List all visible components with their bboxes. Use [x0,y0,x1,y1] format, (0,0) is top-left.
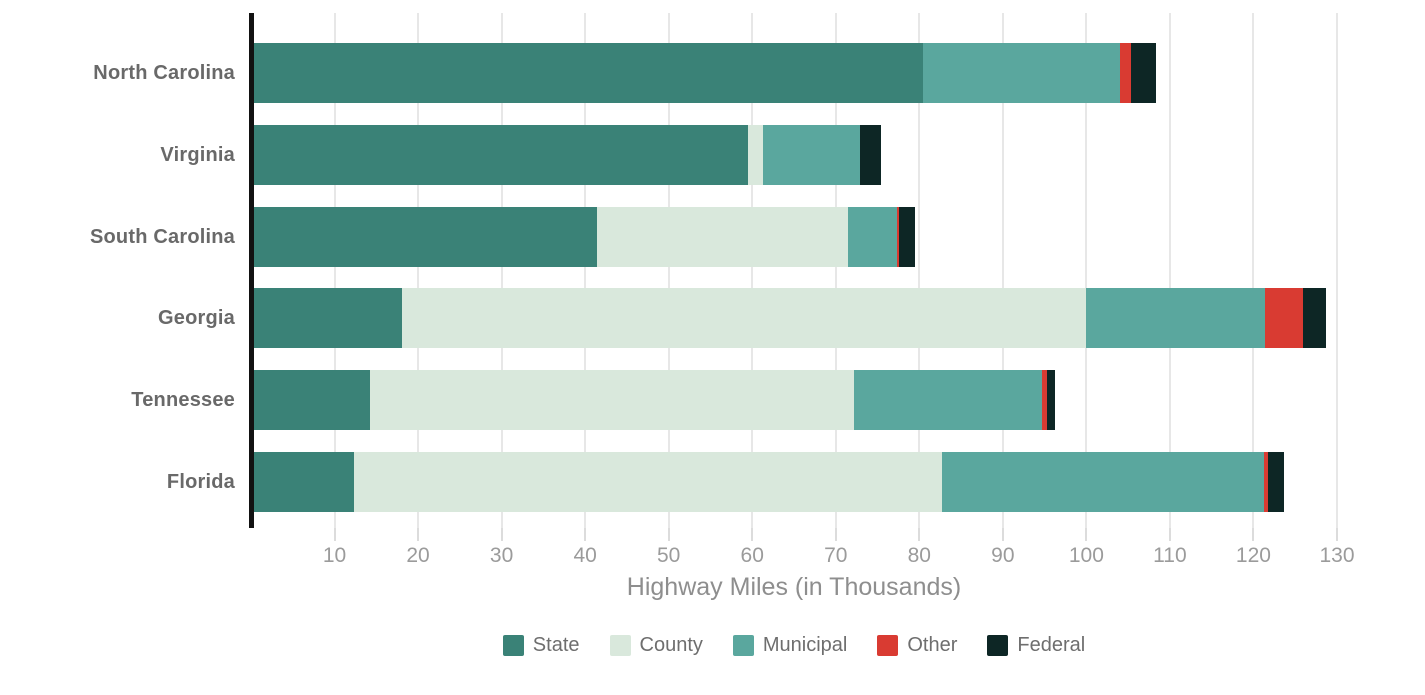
bar-segment-federal-1 [859,124,881,185]
bar-segment-state-5 [251,452,354,512]
gridline-10 [333,13,336,528]
category-label-virginia: Virginia [160,143,235,166]
legend-label-county: County [639,634,703,656]
tick-110 [1168,528,1171,541]
bar-segment-federal-2 [899,206,916,267]
gridline-50 [667,13,670,528]
tick-70 [834,528,837,541]
tick-130 [1336,528,1338,541]
tick-label-40: 40 [573,544,597,567]
gridline-30 [500,13,503,528]
bar-segment-federal-4 [1047,370,1056,431]
gridline-100 [1085,13,1088,528]
bar-segment-other-0 [1119,43,1131,103]
legend-swatch-municipal [732,635,754,656]
bar-segment-state-2 [251,206,597,267]
legend-item-state: State [502,634,580,657]
bar-segment-municipal-3 [1086,288,1266,349]
x-axis-title: Highway Miles (in Thousands) [626,573,962,601]
bar-segment-state-3 [251,288,403,349]
bar-segment-municipal-0 [923,43,1120,103]
legend-item-county: County [609,634,703,657]
tick-10 [333,528,336,541]
tick-90 [1001,528,1004,541]
category-label-florida: Florida [166,471,235,493]
bar-segment-federal-3 [1302,288,1327,349]
bar-segment-state-0 [251,43,924,103]
tick-label-60: 60 [740,544,764,567]
bar-segment-county-4 [370,370,855,431]
tick-20 [417,528,420,541]
tick-label-120: 120 [1235,544,1271,567]
tick-label-50: 50 [657,544,681,567]
bar-segment-state-1 [251,124,749,185]
tick-120 [1252,528,1255,541]
legend-label-municipal: Municipal [762,634,848,656]
bar-segment-county-3 [402,288,1087,349]
tick-label-10: 10 [322,544,347,567]
bar-segment-municipal-2 [848,206,897,267]
gridline-90 [1001,13,1004,528]
gridline-80 [918,13,921,528]
bar-segment-other-3 [1265,288,1303,349]
legend-item-municipal: Municipal [732,634,848,657]
bar-segment-county-2 [596,206,849,267]
legend-label-state: State [532,634,580,656]
bar-segment-federal-0 [1130,43,1156,103]
category-label-south-carolina: South Carolina [89,225,235,248]
gridline-130 [1336,13,1338,528]
gridline-40 [584,13,587,528]
legend-label-other: Other [907,634,958,656]
bar-segment-municipal-5 [941,452,1265,512]
tick-label-30: 30 [489,544,514,567]
tick-label-130: 130 [1319,544,1355,567]
tick-label-20: 20 [406,544,430,567]
tick-100 [1085,528,1088,541]
legend-item-other: Other [877,634,957,657]
bar-segment-other-4 [1042,370,1048,431]
legend-swatch-state [502,635,524,656]
bar-segment-other-2 [896,206,900,267]
tick-label-70: 70 [824,544,848,567]
bar-segment-county-1 [748,124,764,185]
gridline-60 [751,13,754,528]
legend-swatch-county [609,635,631,656]
chart-legend: State County Municipal Other Federal [251,634,1337,657]
gridline-20 [417,13,420,528]
legend-item-federal: Federal [987,634,1085,657]
tick-60 [751,528,754,541]
tick-label-100: 100 [1068,544,1104,567]
legend-swatch-federal [987,635,1009,656]
bar-segment-state-4 [251,370,371,431]
gridline-110 [1168,13,1171,528]
tick-30 [500,528,503,541]
tick-label-110: 110 [1153,544,1187,567]
y-axis-line [248,13,254,528]
bar-segment-municipal-4 [854,370,1043,431]
legend-swatch-other [877,635,899,656]
tick-label-90: 90 [991,544,1015,567]
bar-segment-municipal-1 [763,124,860,185]
category-label-north-carolina: North Carolina [93,62,235,84]
tick-40 [584,528,587,541]
bar-segment-county-5 [353,452,942,512]
legend-label-federal: Federal [1017,634,1086,656]
tick-label-80: 80 [907,544,931,567]
tick-50 [667,528,670,541]
gridline-120 [1252,13,1255,528]
bar-segment-federal-5 [1267,452,1285,512]
gridline-70 [834,13,837,528]
category-label-tennessee: Tennessee [131,389,235,412]
tick-80 [918,528,921,541]
category-label-georgia: Georgia [158,307,235,330]
bar-segment-other-5 [1264,452,1268,512]
